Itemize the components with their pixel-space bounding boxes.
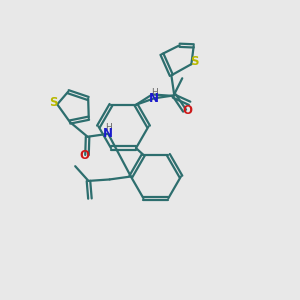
Text: O: O bbox=[182, 104, 193, 117]
Text: N: N bbox=[149, 92, 159, 105]
Text: O: O bbox=[79, 148, 89, 161]
Text: S: S bbox=[50, 95, 58, 109]
Text: S: S bbox=[190, 55, 199, 68]
Text: H: H bbox=[105, 123, 112, 132]
Text: H: H bbox=[151, 88, 158, 97]
Text: N: N bbox=[103, 127, 113, 140]
